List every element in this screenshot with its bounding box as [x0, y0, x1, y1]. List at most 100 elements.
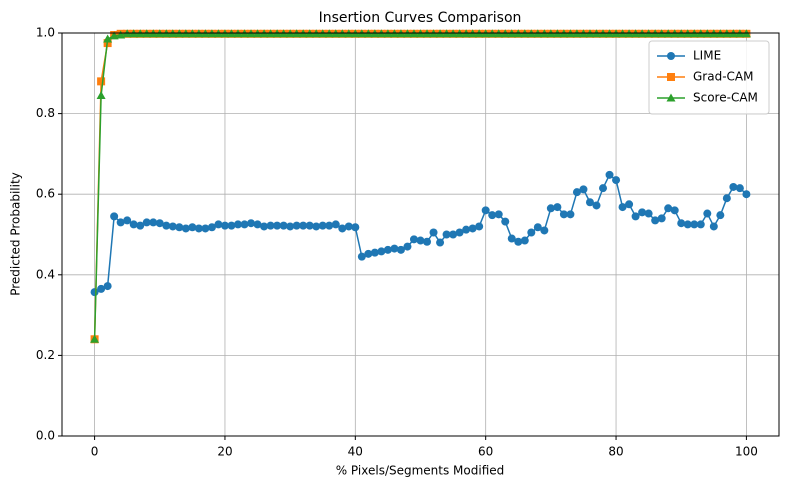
marker: [286, 222, 295, 231]
marker: [690, 220, 699, 229]
marker: [110, 212, 119, 221]
marker: [266, 221, 275, 230]
marker: [520, 236, 529, 245]
marker: [403, 242, 412, 251]
marker: [181, 224, 190, 233]
marker: [370, 248, 379, 257]
marker: [338, 224, 347, 233]
legend: LIME Grad-CAM Score-CAM: [648, 40, 770, 115]
marker: [344, 222, 353, 231]
marker: [533, 223, 542, 232]
marker: [142, 218, 151, 227]
marker: [396, 245, 405, 254]
marker: [318, 221, 327, 230]
marker: [201, 224, 210, 233]
legend-label: LIME: [693, 49, 721, 63]
legend-marker: [667, 52, 675, 60]
marker: [103, 282, 112, 291]
marker: [475, 222, 484, 231]
marker: [312, 222, 321, 231]
marker: [507, 234, 516, 243]
x-tick-label: 60: [478, 445, 493, 459]
marker: [546, 204, 555, 213]
marker: [572, 188, 581, 197]
x-tick-label: 100: [735, 445, 758, 459]
marker: [651, 216, 660, 225]
marker: [657, 214, 666, 223]
marker: [696, 220, 705, 229]
marker: [175, 223, 184, 232]
marker: [559, 210, 568, 219]
marker: [409, 235, 418, 244]
marker: [468, 224, 477, 233]
marker: [449, 230, 458, 239]
marker: [162, 221, 171, 230]
y-axis-label: Predicted Probability: [9, 172, 23, 296]
marker: [488, 211, 497, 220]
marker: [612, 176, 621, 185]
marker: [455, 228, 464, 237]
marker: [292, 221, 301, 230]
x-tick-label: 80: [608, 445, 623, 459]
marker: [429, 228, 438, 237]
marker: [273, 221, 282, 230]
marker: [240, 220, 249, 229]
marker: [155, 219, 164, 228]
marker: [501, 217, 510, 226]
marker: [207, 223, 216, 232]
legend-label: Score-CAM: [693, 91, 758, 105]
marker: [579, 185, 588, 194]
marker: [305, 221, 314, 230]
marker: [331, 220, 340, 229]
marker: [116, 218, 125, 227]
marker: [540, 226, 549, 235]
marker: [683, 220, 692, 229]
marker: [553, 203, 562, 212]
marker: [644, 209, 653, 218]
marker: [625, 200, 634, 209]
marker: [605, 170, 614, 179]
marker: [527, 228, 536, 237]
marker: [514, 237, 523, 246]
marker: [90, 334, 100, 343]
marker: [722, 194, 731, 203]
marker: [592, 201, 601, 210]
y-tick-label: 0.4: [36, 267, 55, 281]
y-tick-label: 0.0: [36, 429, 55, 443]
marker: [220, 221, 229, 230]
marker: [462, 225, 471, 234]
marker: [149, 218, 158, 227]
marker: [416, 236, 425, 245]
y-tick-label: 1.0: [36, 26, 55, 40]
marker: [742, 190, 751, 199]
marker: [351, 223, 360, 232]
marker: [214, 220, 223, 229]
marker: [709, 222, 718, 231]
marker: [260, 222, 269, 231]
legend-marker: [667, 73, 675, 81]
marker: [123, 216, 132, 225]
plot-frame: [61, 32, 780, 437]
marker: [279, 221, 288, 230]
marker: [168, 222, 177, 231]
x-tick-label: 40: [348, 445, 363, 459]
marker: [377, 247, 386, 256]
marker: [233, 220, 242, 229]
marker: [103, 34, 113, 43]
marker: [703, 209, 712, 218]
marker: [194, 224, 203, 233]
y-tick-label: 0.2: [36, 348, 55, 362]
marker: [96, 90, 106, 99]
legend-box: [648, 40, 770, 115]
legend-marker: [666, 93, 676, 102]
marker: [716, 211, 725, 220]
marker: [364, 249, 373, 258]
marker: [423, 237, 432, 246]
marker: [729, 182, 738, 191]
marker: [735, 184, 744, 193]
marker: [253, 220, 262, 229]
marker: [97, 77, 106, 86]
chart-title: Insertion Curves Comparison: [319, 10, 522, 26]
marker: [481, 206, 490, 215]
